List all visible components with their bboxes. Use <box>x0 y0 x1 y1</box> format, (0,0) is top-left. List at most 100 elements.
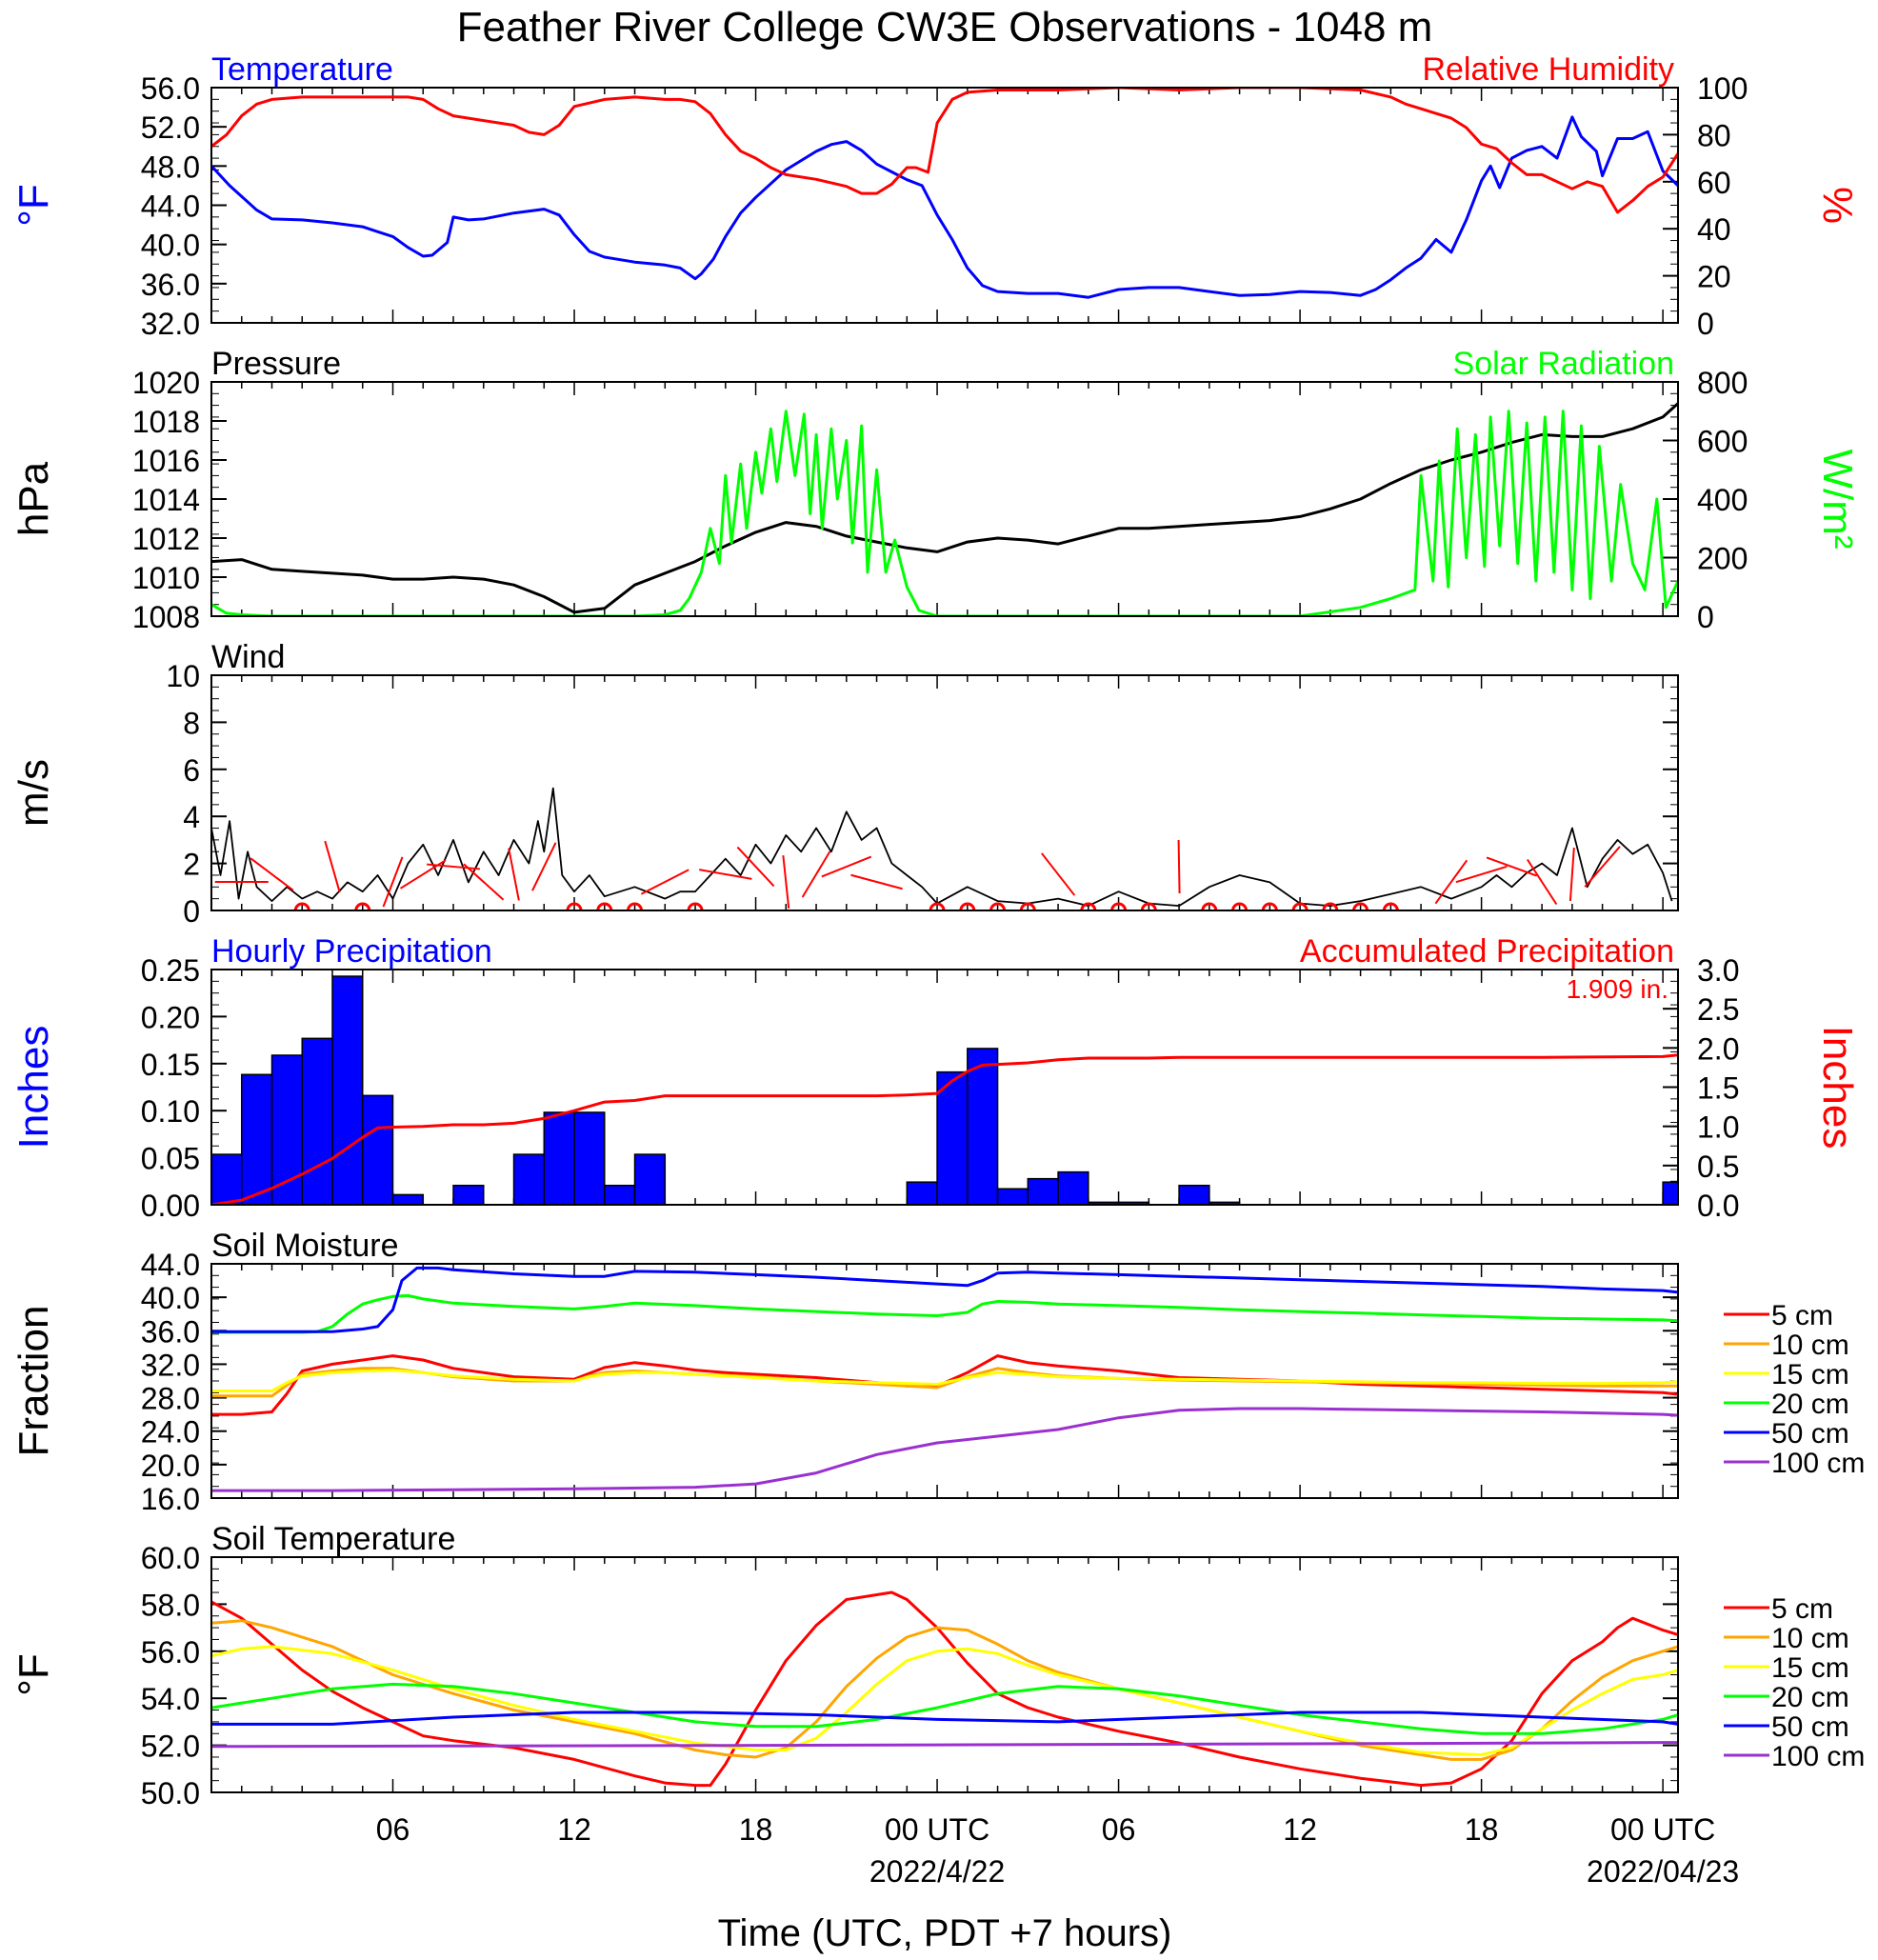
wind-calm-marker <box>627 902 644 910</box>
y-axis-title-left: °F <box>10 184 57 226</box>
panel-title-right: Relative Humidity <box>1422 51 1674 88</box>
wind-barb-marker <box>463 863 505 901</box>
precip-bar <box>936 1070 969 1205</box>
x-date-label: 2022/4/22 <box>869 1854 1005 1889</box>
data-group <box>211 88 1678 299</box>
x-tick-label: 18 <box>1465 1812 1499 1847</box>
wind-calm-marker <box>596 902 613 910</box>
panel-soil_temperature: 50.0 52.0 54.0 56.0 58.0 60.0 °F Soil Temperatu… <box>10 1521 1865 1810</box>
precip-bar <box>301 1037 333 1205</box>
y-tick-label-left: 40.0 <box>141 1281 200 1315</box>
y-tick-label-left: 28.0 <box>141 1382 200 1416</box>
panel-title-left: Pressure <box>211 346 341 382</box>
accumulated-precip-line <box>211 1053 1678 1205</box>
wind-barb-marker <box>1584 846 1621 888</box>
series-10-cm <box>211 1619 1678 1761</box>
wind-barb-marker <box>1455 865 1508 884</box>
wind-barb-marker <box>640 869 689 895</box>
y-tick-label-right: 600 <box>1697 425 1748 459</box>
y-axis-title-left: °F <box>10 1653 57 1695</box>
y-tick-label-right: 800 <box>1697 366 1748 400</box>
precip-bar <box>241 1073 273 1205</box>
wind-barb-marker <box>382 856 404 908</box>
y-tick-label-left: 6 <box>183 753 200 788</box>
x-tick-label: 00 UTC <box>1610 1812 1715 1847</box>
wind-calm-marker <box>687 902 704 910</box>
y-tick-label-left: 50.0 <box>141 1776 200 1810</box>
wind-calm-marker <box>1231 902 1249 910</box>
panel-title-left: Soil Temperature <box>211 1521 455 1557</box>
panel-soil_moisture: 16.020.024.028.032.036.040.044.0 Fraction… <box>10 1228 1865 1516</box>
y-tick-label-left: 54.0 <box>141 1682 200 1716</box>
panel-frame <box>210 1556 1679 1793</box>
wind-calm-marker <box>1140 902 1157 910</box>
legend-label: 15 cm <box>1771 1652 1849 1684</box>
y-tick-label-left: 4 <box>183 800 200 834</box>
panel-frame <box>210 674 1679 911</box>
precip-bar <box>996 1188 1029 1205</box>
panel-title-left: Hourly Precipitation <box>211 933 492 970</box>
y-tick-label-right: 20 <box>1697 260 1731 294</box>
wind-calm-marker <box>1261 902 1278 910</box>
series-100-cm <box>211 1407 1678 1492</box>
y-tick-label-left: 16.0 <box>141 1482 200 1516</box>
y-tick-label-left: 32.0 <box>141 307 200 341</box>
y-tick-label-left: 24.0 <box>141 1415 200 1450</box>
panel-title-left: Temperature <box>211 51 393 88</box>
series-15-cm <box>211 1645 1678 1756</box>
y-tick-label-left: 1008 <box>132 600 200 634</box>
precip-bar <box>512 1153 546 1205</box>
y-tick-label-right: 0.0 <box>1697 1189 1739 1223</box>
y-tick-label-right: 60 <box>1697 166 1731 200</box>
y-axis-title-right: % <box>1814 187 1861 224</box>
y-tick-label-left: 1018 <box>132 405 200 439</box>
panel-frame <box>210 87 1679 324</box>
wind-barb-marker <box>850 873 903 890</box>
series-wind <box>211 787 1673 907</box>
series-50-cm <box>211 1266 1678 1333</box>
wind-barb-marker <box>736 846 775 888</box>
y-tick-label-left: 0 <box>183 894 200 929</box>
y-axis-title-left: Inches <box>10 1026 57 1150</box>
y-tick-label-right: 40 <box>1697 212 1731 247</box>
y-tick-label-left: 1020 <box>132 366 200 400</box>
wind-calm-marker <box>1382 902 1399 910</box>
panel-precip: 0.00 0.05 0.10 0.15 0.20 0.25 0.0 0.5 1.0 1.5 2.0 2… <box>10 933 1861 1223</box>
wind-barb-marker <box>531 842 557 891</box>
y-tick-label-left: 0.00 <box>141 1189 200 1223</box>
y-tick-label-left: 56.0 <box>141 71 200 106</box>
x-tick-label: 12 <box>557 1812 591 1847</box>
wind-calm-marker <box>354 902 371 910</box>
wind-calm-marker <box>1291 902 1309 910</box>
y-tick-label-left: 52.0 <box>141 1730 200 1764</box>
wind-calm-marker <box>929 902 946 910</box>
y-tick-label-right: 0 <box>1697 307 1714 341</box>
data-group <box>211 787 1673 910</box>
series-relative-humidity <box>211 88 1678 214</box>
data-group <box>211 1590 1678 1788</box>
y-tick-label-left: 58.0 <box>141 1588 200 1622</box>
y-tick-label-left: 0.05 <box>141 1142 200 1176</box>
wind-calm-marker <box>1110 902 1128 910</box>
wind-barb-marker <box>1527 858 1558 906</box>
panel-title-right: Solar Radiation <box>1453 346 1674 382</box>
data-group <box>211 1266 1678 1492</box>
legend-label: 100 cm <box>1771 1741 1865 1772</box>
wind-calm-marker <box>959 902 976 910</box>
wind-calm-marker <box>989 902 1007 910</box>
panel-pressure_solar: 1008 1010 1012 1014 1016 1018 1020 0 200 400 600 80… <box>10 346 1861 634</box>
y-axis-title-left: hPa <box>10 461 57 536</box>
precip-bar <box>543 1111 575 1205</box>
y-tick-label-right: 1.0 <box>1697 1110 1739 1145</box>
series-5-cm <box>211 1354 1678 1416</box>
wind-calm-marker <box>566 902 583 910</box>
y-tick-label-left: 10 <box>166 659 200 693</box>
precip-bar <box>331 975 364 1205</box>
precip-bar <box>906 1181 938 1205</box>
precip-bar <box>391 1193 425 1205</box>
y-tick-label-right: 0.5 <box>1697 1150 1739 1184</box>
y-tick-label-left: 40.0 <box>141 229 200 263</box>
